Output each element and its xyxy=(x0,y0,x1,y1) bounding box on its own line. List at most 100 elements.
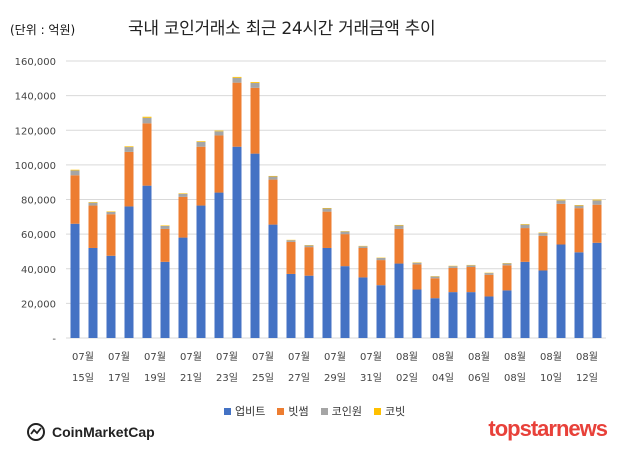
bar-segment xyxy=(178,193,188,194)
x-tick-day: 25일 xyxy=(252,372,274,384)
legend-item-bithumb: 빗썸 xyxy=(277,403,309,419)
bar-segment xyxy=(592,204,602,243)
bar-segment xyxy=(214,135,224,193)
x-tick-day: 02일 xyxy=(396,372,418,384)
bar-segment xyxy=(304,275,314,338)
bar-segment xyxy=(556,199,566,201)
bar-segment xyxy=(268,176,278,180)
y-tick-label: 100,000 xyxy=(15,161,56,172)
x-tick-month: 07월 xyxy=(108,351,130,363)
bar-segment xyxy=(322,211,332,248)
x-tick-day: 23일 xyxy=(216,372,238,384)
bar-segment xyxy=(502,290,512,338)
bar-segment xyxy=(178,193,188,197)
x-tick-month: 07월 xyxy=(144,351,166,363)
bar-segment xyxy=(538,232,548,234)
bar-segment xyxy=(196,141,206,142)
bar-segment xyxy=(538,270,548,338)
x-tick-month: 08월 xyxy=(540,351,562,363)
x-tick-day: 19일 xyxy=(144,372,166,384)
bar-segment xyxy=(124,146,134,148)
bar-segment xyxy=(574,205,584,209)
legend-label-upbit: 업비트 xyxy=(235,405,266,418)
x-tick-month: 07월 xyxy=(288,351,310,363)
bar-segment xyxy=(160,225,170,226)
bar-segment xyxy=(466,267,476,293)
bar-segment xyxy=(556,244,566,338)
bar-segment xyxy=(520,224,530,229)
bar-segment xyxy=(520,224,530,225)
bar-segment xyxy=(124,206,134,338)
chart-title: 국내 코인거래소 최근 24시간 거래금액 추이 xyxy=(128,19,436,39)
bar-segment xyxy=(376,258,386,261)
bar-segment xyxy=(430,298,440,338)
bar-segment xyxy=(574,208,584,253)
bar-segment xyxy=(430,278,440,299)
bar-segment xyxy=(394,224,404,226)
x-tick-month: 07월 xyxy=(72,351,94,363)
bar-segment xyxy=(142,185,152,338)
x-tick-day: 10일 xyxy=(540,372,562,384)
bar-segment xyxy=(340,231,350,235)
bar-segment xyxy=(268,179,278,225)
bar-segment xyxy=(520,261,530,338)
bar-segment xyxy=(574,205,584,206)
topstarnews-logo: topstarnews xyxy=(488,416,608,441)
bar-segment xyxy=(106,255,116,338)
legend-swatch-korbit xyxy=(374,407,381,415)
x-tick-day: 04일 xyxy=(432,372,454,384)
x-tick-day: 12일 xyxy=(576,372,598,384)
bar-segment xyxy=(196,141,206,147)
bar-segment xyxy=(106,211,116,215)
bar-segment xyxy=(376,260,386,286)
legend-item-coinone: 코인원 xyxy=(320,403,362,419)
bar-segment xyxy=(358,246,368,248)
x-tick-month: 07월 xyxy=(360,351,382,363)
x-tick-month: 08월 xyxy=(576,351,598,363)
bar-segment xyxy=(70,170,80,176)
x-tick-month: 08월 xyxy=(396,351,418,363)
bar-segment xyxy=(250,82,260,83)
bar-segment xyxy=(250,82,260,88)
legend-label-coinone: 코인원 xyxy=(331,405,362,418)
y-tick-label: 20,000 xyxy=(21,299,56,310)
bar-segment xyxy=(88,205,98,248)
bar-segment xyxy=(538,233,548,236)
y-tick-label: - xyxy=(52,334,56,345)
x-tick-day: 08일 xyxy=(504,372,526,384)
bar-segment xyxy=(142,123,152,186)
bar-segment xyxy=(160,228,170,262)
bar-segment xyxy=(196,205,206,338)
bar-segment xyxy=(70,169,80,171)
bar-segment xyxy=(520,228,530,262)
y-tick-label: 60,000 xyxy=(21,230,56,241)
y-tick-label: 80,000 xyxy=(21,196,56,207)
bar-segment xyxy=(358,277,368,338)
bar-segment xyxy=(160,225,170,229)
bar-segment xyxy=(88,247,98,338)
bar-segment xyxy=(394,228,404,264)
bar-segment xyxy=(574,252,584,338)
legend-swatch-coinone xyxy=(320,407,328,415)
bar-segment xyxy=(502,263,512,266)
legend-item-upbit: 업비트 xyxy=(224,403,265,419)
legend-item-korbit: 코빗 xyxy=(374,403,405,419)
bar-segment xyxy=(322,208,332,212)
coinmarketcap-icon xyxy=(27,423,45,441)
bar-segment xyxy=(484,274,494,297)
bar-segment xyxy=(232,82,242,147)
bar-segment xyxy=(88,202,98,206)
bar-segment xyxy=(484,273,494,275)
bar-segment xyxy=(556,203,566,245)
bar-segment xyxy=(142,117,152,124)
x-tick-month: 08월 xyxy=(432,351,454,363)
bar-segment xyxy=(124,151,134,207)
bar-segment xyxy=(448,266,458,268)
bar-segment xyxy=(556,200,566,204)
bar-segment xyxy=(466,265,476,268)
y-tick-label: 160,000 xyxy=(15,57,56,68)
bar-segment xyxy=(250,153,260,338)
x-tick-day: 15일 xyxy=(72,372,94,384)
bar-segment xyxy=(232,146,242,338)
bar-segment xyxy=(268,175,278,177)
